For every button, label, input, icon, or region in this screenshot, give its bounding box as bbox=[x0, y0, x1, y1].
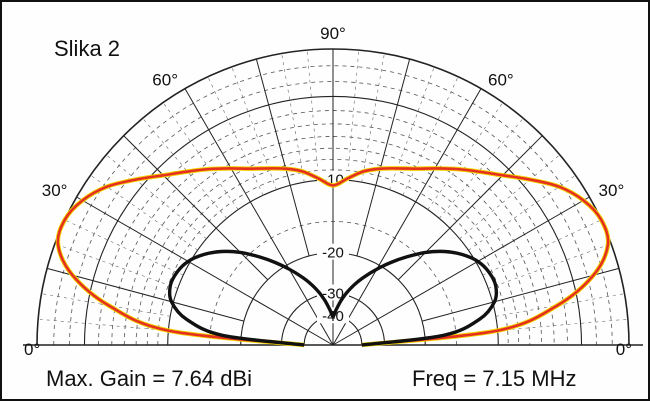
angle-label: 60° bbox=[488, 70, 514, 89]
grid-spoke-minor bbox=[281, 53, 305, 183]
grid-spoke bbox=[123, 135, 269, 281]
ring-label: -20 bbox=[322, 245, 344, 262]
grid-spoke-minor bbox=[38, 318, 169, 331]
angle-label: 60° bbox=[152, 70, 178, 89]
grid-spoke-minor bbox=[482, 219, 602, 276]
grid-spoke-minor bbox=[361, 53, 385, 183]
grid-spoke-minor bbox=[54, 243, 178, 289]
pattern-line-black bbox=[167, 249, 499, 347]
frequency-label: Freq = 7.15 MHz bbox=[412, 366, 577, 391]
grid-spoke bbox=[184, 88, 334, 346]
ring-label: -30 bbox=[322, 285, 344, 302]
chart-title: Slika 2 bbox=[54, 36, 121, 61]
grid-spoke-minor bbox=[468, 174, 576, 251]
grid-spoke-minor bbox=[207, 76, 264, 196]
angle-label: 30° bbox=[599, 181, 625, 200]
grid-spoke bbox=[332, 88, 482, 346]
grid-spoke-minor bbox=[347, 50, 360, 181]
grid-spoke-minor bbox=[427, 102, 504, 210]
grid-spoke-minor bbox=[439, 118, 524, 219]
angle-label: 90° bbox=[320, 24, 346, 43]
grid-spoke bbox=[46, 267, 244, 322]
grid-spoke-minor bbox=[90, 174, 198, 251]
grid-spoke bbox=[255, 58, 310, 256]
ring-label-bg bbox=[317, 284, 349, 301]
pattern-line-red bbox=[56, 167, 610, 347]
grid-ring-dashed bbox=[69, 81, 597, 346]
grid-spoke-minor bbox=[488, 243, 612, 289]
grid-ring-dashed bbox=[135, 147, 531, 346]
grid-spoke-minor bbox=[306, 50, 319, 181]
angle-label: 0° bbox=[616, 340, 632, 359]
grid-ring-dashed bbox=[53, 65, 613, 346]
grid-spoke-minor bbox=[64, 219, 184, 276]
grid-spoke-minor bbox=[162, 102, 239, 210]
grid-ring-dashed bbox=[123, 136, 543, 346]
grid-spoke bbox=[422, 267, 620, 322]
ring-label-bg bbox=[317, 243, 349, 260]
grid-spoke-minor bbox=[497, 318, 628, 331]
grid-spoke bbox=[356, 58, 411, 256]
grid-spoke bbox=[76, 196, 334, 346]
grid-spoke-minor bbox=[402, 76, 459, 196]
max-gain-label: Max. Gain = 7.64 dBi bbox=[46, 366, 253, 391]
grid-spoke bbox=[397, 135, 543, 281]
angle-label: 30° bbox=[42, 181, 68, 200]
grid-spoke-minor bbox=[459, 154, 560, 239]
grid-spoke-minor bbox=[231, 66, 277, 190]
grid-spoke-minor bbox=[106, 154, 207, 239]
angle-label: 0° bbox=[24, 340, 40, 359]
grid-spoke-minor bbox=[142, 118, 227, 219]
grid-spoke-minor bbox=[389, 66, 435, 190]
grid-spoke bbox=[332, 196, 590, 346]
